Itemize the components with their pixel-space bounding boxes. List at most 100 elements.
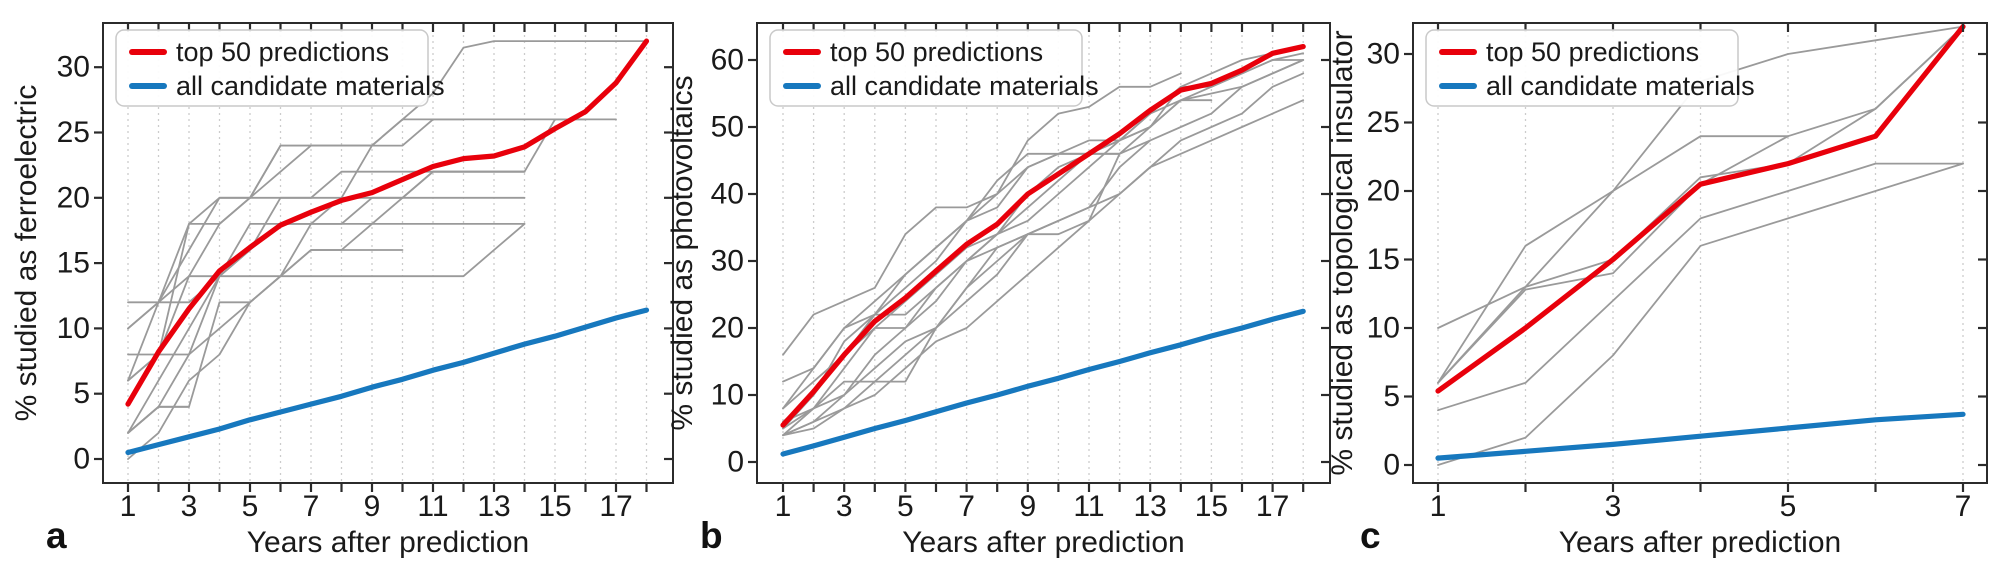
x-tick-label: 5 <box>897 490 914 523</box>
cohort-line <box>127 405 190 434</box>
y-tick-label: 20 <box>1367 175 1400 208</box>
x-tick-label: 13 <box>1134 490 1167 523</box>
top-50-line <box>780 43 1306 428</box>
legend-box <box>115 29 429 107</box>
panel-letter: b <box>700 515 723 556</box>
x-tick-label: 9 <box>364 490 381 523</box>
y-axis-title: % studied as ferroelectric <box>10 85 43 422</box>
y-tick-label: 40 <box>711 178 744 211</box>
legend: top 50 predictions all candidate material… <box>1425 29 1755 107</box>
legend-all-label: all candidate materials <box>176 71 445 101</box>
top-50-line <box>1435 24 1966 394</box>
x-axis-title: Years after prediction <box>902 526 1184 559</box>
plot-border <box>102 22 674 484</box>
legend-all-label: all candidate materials <box>1486 71 1755 101</box>
cohort-line <box>782 59 1305 437</box>
legend-box <box>769 29 1083 107</box>
x-tick-label: 1 <box>775 490 792 523</box>
cohort-line <box>782 59 1305 423</box>
x-tick-label: 5 <box>1780 490 1797 523</box>
legend: top 50 predictions all candidate material… <box>769 29 1099 107</box>
y-tick-label: 20 <box>711 312 744 345</box>
y-axis-title: % studied as photovoltaics <box>666 75 699 430</box>
cohort-line <box>1437 162 1964 466</box>
y-tick-label: 0 <box>1383 449 1400 482</box>
cohort-line <box>127 170 526 356</box>
cohort-line <box>782 72 1182 410</box>
cohort-line <box>127 222 526 434</box>
y-tick-label: 30 <box>1367 38 1400 71</box>
cohort-line <box>127 249 404 434</box>
cohort-line <box>127 118 465 330</box>
cohort-line <box>127 144 373 382</box>
x-tick-label: 1 <box>1430 490 1447 523</box>
x-axis-title: Years after prediction <box>247 526 529 559</box>
all-candidates-line <box>125 307 650 456</box>
y-tick-label: 25 <box>57 116 90 149</box>
x-tick-label: 1 <box>120 490 137 523</box>
all-candidates-line <box>780 308 1306 457</box>
x-tick-label: 3 <box>181 490 198 523</box>
cohort-line <box>782 72 1305 423</box>
cohort-line <box>782 45 1305 383</box>
x-tick-label: 9 <box>1019 490 1036 523</box>
x-tick-label: 5 <box>242 490 259 523</box>
x-tick-label: 13 <box>477 490 510 523</box>
panel-letter: a <box>46 515 67 556</box>
y-tick-label: 30 <box>57 51 90 84</box>
y-axis-title: % studied as topological insulator <box>1326 30 1359 475</box>
x-tick-label: 3 <box>836 490 853 523</box>
y-tick-label: 60 <box>711 44 744 77</box>
x-tick-label: 7 <box>1955 490 1972 523</box>
cohort-line <box>127 196 526 382</box>
y-tick-label: 50 <box>711 111 744 144</box>
cohort-line <box>782 219 1060 437</box>
x-tick-label: 3 <box>1605 490 1622 523</box>
all-candidates-line <box>1435 411 1966 461</box>
x-tick-label: 15 <box>1195 490 1228 523</box>
y-tick-label: 10 <box>1367 312 1400 345</box>
x-axis-title: Years after prediction <box>1559 526 1841 559</box>
y-tick-label: 5 <box>73 377 90 410</box>
cohort-line <box>782 139 1152 430</box>
x-tick-label: 7 <box>303 490 320 523</box>
legend: top 50 predictions all candidate material… <box>115 29 445 107</box>
cohort-line <box>1437 25 1964 384</box>
y-tick-label: 15 <box>1367 243 1400 276</box>
y-tick-label: 20 <box>57 181 90 214</box>
legend-top50-label: top 50 predictions <box>830 37 1043 67</box>
cohort-line <box>782 52 1305 410</box>
y-tick-label: 10 <box>711 379 744 412</box>
y-tick-label: 0 <box>727 446 744 479</box>
cohort-line <box>1437 162 1964 412</box>
x-tick-label: 15 <box>538 490 571 523</box>
legend-top50-label: top 50 predictions <box>1486 37 1699 67</box>
y-tick-label: 25 <box>1367 106 1400 139</box>
cohort-line <box>127 118 617 304</box>
y-tick-label: 10 <box>57 312 90 345</box>
panel-c: 0 5 10 15 20 25 30 1 3 5 7 Years after prediction % … <box>1326 22 1988 559</box>
cohort-line <box>782 152 1121 437</box>
legend-all-label: all candidate materials <box>830 71 1099 101</box>
top-50-line <box>125 38 650 407</box>
legend-top50-label: top 50 predictions <box>176 37 389 67</box>
y-tick-label: 5 <box>1383 380 1400 413</box>
cohort-line <box>782 99 1305 437</box>
x-tick-label: 7 <box>958 490 975 523</box>
y-tick-label: 30 <box>711 245 744 278</box>
x-tick-label: 11 <box>1073 490 1104 523</box>
legend-box <box>1425 29 1739 107</box>
cohort-line <box>127 222 526 460</box>
x-tick-label: 17 <box>599 490 632 523</box>
x-tick-label: 17 <box>1256 490 1289 523</box>
y-tick-label: 0 <box>73 443 90 476</box>
panel-letter: c <box>1360 515 1381 556</box>
x-tick-label: 11 <box>417 490 448 523</box>
y-tick-label: 15 <box>57 247 90 280</box>
cohort-line <box>1437 135 1789 384</box>
plot-border <box>756 22 1331 484</box>
